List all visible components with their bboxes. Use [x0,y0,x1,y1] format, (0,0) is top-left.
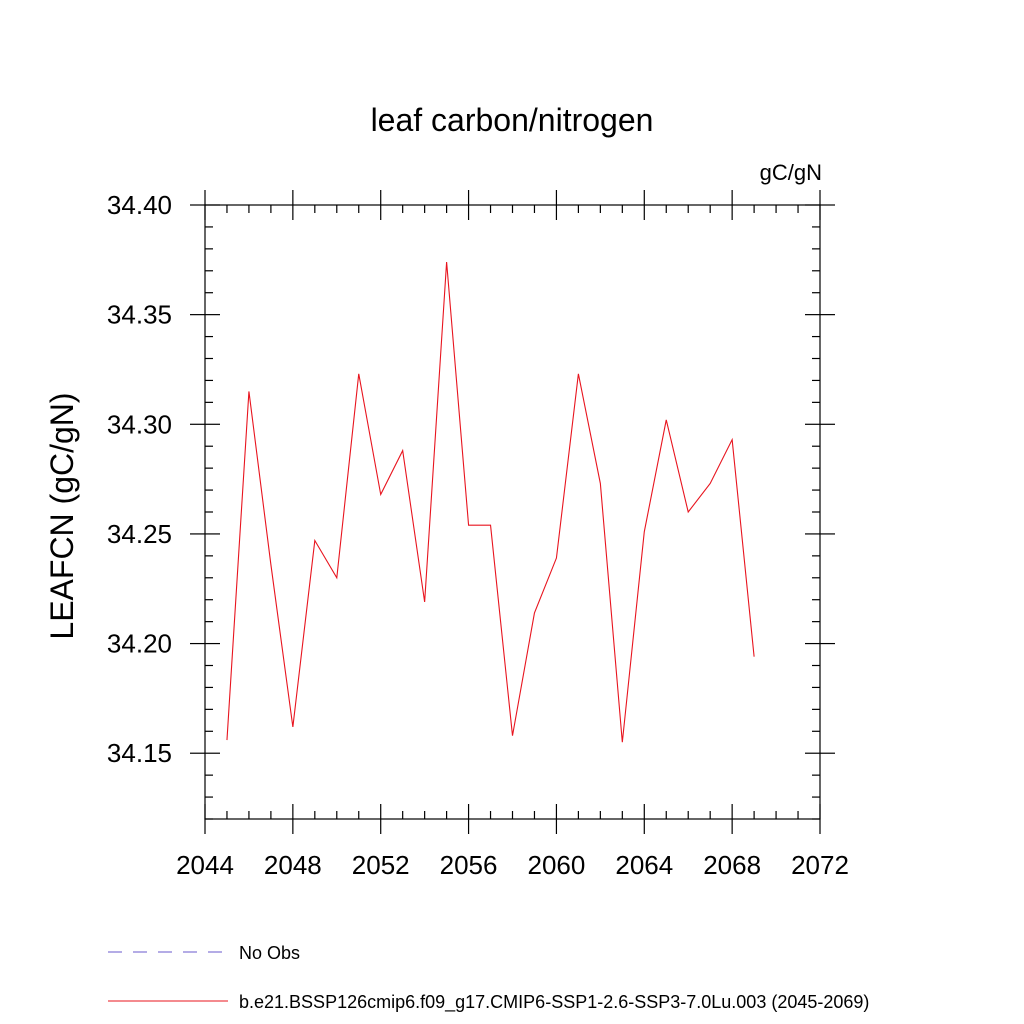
y-tick-label: 34.25 [107,519,172,549]
y-tick-label: 34.35 [107,300,172,330]
y-tick-label: 34.15 [107,738,172,768]
axis-ticks [190,190,835,834]
x-tick-label: 2044 [176,850,234,880]
x-tick-label: 2072 [791,850,849,880]
units-label: gC/gN [760,160,822,185]
series-line [226,261,755,743]
chart-title: leaf carbon/nitrogen [371,102,654,138]
plot-frame [204,204,821,820]
legend-label: b.e21.BSSP126cmip6.f09_g17.CMIP6-SSP1-2.… [239,992,869,1013]
x-tick-label: 2048 [264,850,322,880]
x-tick-label: 2056 [440,850,498,880]
x-tick-label: 2068 [703,850,761,880]
axis-tick-labels: 2044 2048 2052 2056 2060 2064 2068 2072 34.15 34.… [107,190,849,880]
x-tick-label: 2052 [352,850,410,880]
y-tick-label: 34.30 [107,409,172,439]
y-tick-label: 34.20 [107,629,172,659]
x-tick-label: 2064 [615,850,673,880]
y-tick-label: 34.40 [107,190,172,220]
legend: No Obs b.e21.BSSP126cmip6.f09_g17.CMIP6-S… [108,943,869,1013]
data-series [226,261,755,743]
y-axis-label: LEAFCN (gC/gN) [44,392,80,639]
x-tick-label: 2060 [528,850,586,880]
legend-label: No Obs [239,943,300,963]
